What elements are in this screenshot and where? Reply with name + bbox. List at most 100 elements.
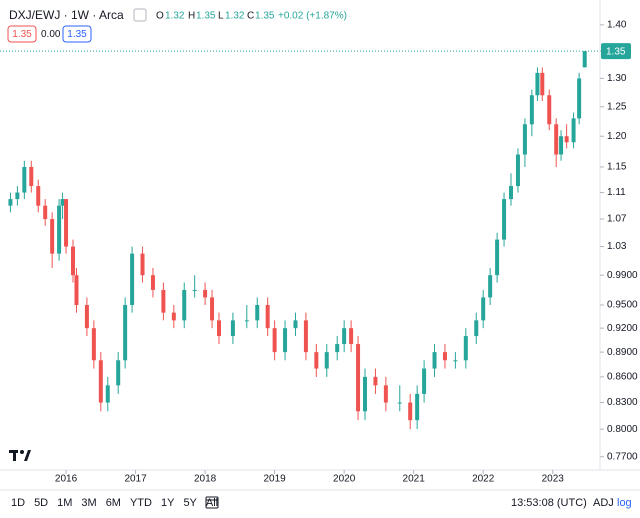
last-price-label: 1.35: [606, 46, 626, 57]
x-tick-label: 2017: [124, 474, 147, 485]
x-tick-label: 2019: [263, 474, 286, 485]
candle-body: [474, 320, 479, 337]
x-tick-label: 2016: [55, 474, 78, 485]
candle-body: [582, 51, 587, 68]
candle-body: [60, 199, 65, 206]
candle-body: [293, 320, 298, 329]
candle-body: [171, 312, 176, 321]
candle-body: [442, 352, 447, 361]
toggle-icon[interactable]: [133, 8, 147, 22]
range-button[interactable]: 1Y: [161, 497, 175, 509]
candle-body: [91, 328, 96, 361]
candle-body: [540, 72, 545, 96]
range-button[interactable]: 5Y: [183, 497, 197, 509]
candle-body: [432, 352, 437, 369]
candle-body: [64, 199, 69, 247]
candle-body: [529, 95, 534, 125]
logo: [9, 450, 31, 461]
candle-body: [314, 352, 319, 369]
range-button[interactable]: 3M: [81, 497, 96, 509]
candle-body: [453, 360, 458, 362]
last-price-box: [601, 43, 631, 60]
candle-body: [230, 320, 235, 337]
change: +0.02 (+1.87%): [278, 11, 347, 22]
y-tick-label: 0.9500: [607, 300, 638, 311]
y-tick-label: 0.9900: [607, 270, 638, 281]
y-tick-label: 0.8300: [607, 397, 638, 408]
range-button[interactable]: YTD: [130, 497, 152, 509]
y-tick-label: 1.20: [607, 131, 627, 142]
candle-body: [515, 154, 520, 187]
candle-body: [522, 124, 527, 155]
range-button[interactable]: All: [206, 497, 218, 509]
y-tick-label: 1.15: [607, 162, 627, 173]
y-tick-label: 1.03: [607, 241, 627, 252]
candle-body: [98, 360, 103, 403]
candle-body: [571, 118, 576, 143]
x-tick-label: 2021: [403, 474, 426, 485]
log-button[interactable]: log: [617, 497, 632, 509]
candle-body: [150, 275, 155, 290]
x-tick-label: 2022: [472, 474, 495, 485]
candle-body: [324, 352, 329, 369]
symbol: DXJ/EWJ · 1W · Arca: [9, 8, 124, 22]
h-label: H: [188, 11, 195, 22]
c-value: 1.35: [255, 11, 275, 22]
candle-body: [15, 192, 20, 200]
candle-body: [192, 289, 197, 291]
toolbar: 13:53:08 (UTC) ADJ log 1D 5D 1M 3M 6M YTD 1Y 5Y…: [11, 496, 632, 509]
l-value: 1.32: [225, 11, 245, 22]
candle-body: [481, 297, 486, 321]
range-button[interactable]: 1D: [11, 497, 25, 509]
value-box: [62, 25, 92, 43]
candle-body: [303, 320, 308, 353]
y-tick-label: 0.9200: [607, 323, 638, 334]
l-label: L: [218, 11, 224, 22]
x-tick-label: 2023: [542, 474, 565, 485]
y-tick-label: 1.40: [607, 19, 627, 30]
candle-body: [415, 393, 420, 421]
header: DXJ/EWJ · 1W · Arca O 1.32 H 1.35 L 1.32…: [7, 8, 347, 43]
candle-body: [161, 289, 166, 313]
candle-body: [502, 199, 507, 240]
range-button[interactable]: 1M: [57, 497, 72, 509]
candle-body: [335, 344, 340, 353]
box-value: 1.35: [67, 29, 87, 40]
calendar-icon[interactable]: [205, 496, 219, 509]
candle-body: [210, 297, 215, 321]
candle-body: [535, 72, 540, 96]
adj-button[interactable]: ADJ: [593, 497, 614, 509]
h-value: 1.35: [196, 11, 216, 22]
candle-body: [495, 239, 500, 276]
plot-area: [8, 51, 587, 430]
candle-body: [554, 124, 559, 155]
o-label: O: [156, 11, 164, 22]
range-button[interactable]: 5D: [34, 497, 48, 509]
candle-body: [488, 275, 493, 298]
candle-body: [564, 136, 569, 143]
y-tick-label: 1.25: [607, 101, 627, 112]
candle-body: [50, 219, 55, 254]
candle-body: [105, 385, 110, 403]
candle-body: [217, 320, 222, 337]
range-button[interactable]: 6M: [106, 497, 121, 509]
candle-body: [342, 328, 347, 345]
candle-body: [182, 289, 187, 321]
candle-body: [36, 186, 41, 206]
logo-part: [24, 450, 31, 461]
y-tick-label: 0.8600: [607, 372, 638, 383]
candle-body: [397, 402, 402, 404]
candle-body: [43, 205, 48, 220]
candle-body: [408, 402, 413, 421]
candle-body: [509, 186, 514, 200]
x-tick-label: 2018: [194, 474, 217, 485]
candle-body: [577, 78, 582, 119]
candle-body: [255, 304, 260, 321]
candle-body: [265, 304, 270, 329]
candle-body: [74, 275, 79, 305]
candle-body: [272, 328, 277, 353]
y-tick-label: 1.30: [607, 73, 627, 84]
box-value: 1.35: [12, 29, 32, 40]
